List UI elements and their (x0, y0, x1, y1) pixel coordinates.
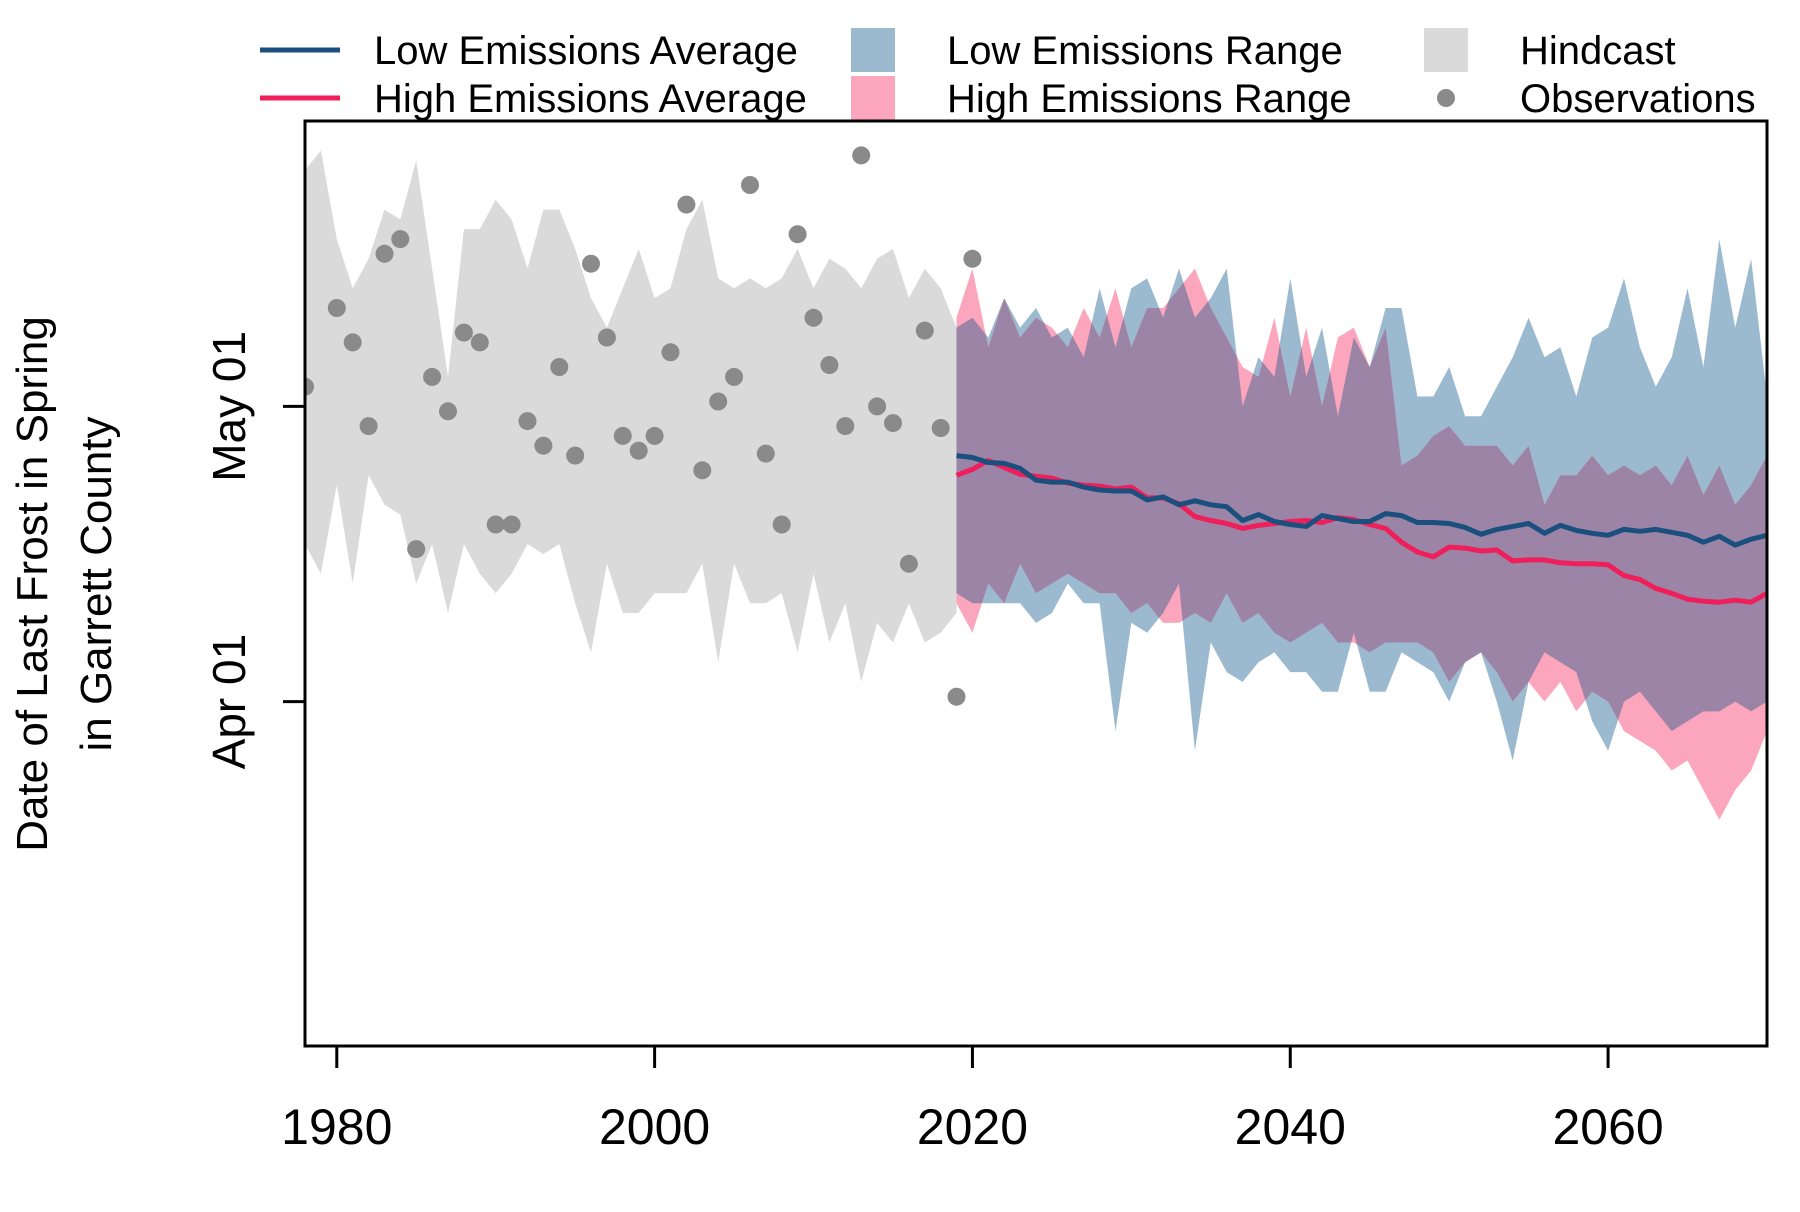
observation-point (629, 441, 648, 460)
legend-label: Hindcast (1520, 29, 1676, 73)
observation-point (709, 392, 728, 411)
observation-point (852, 146, 871, 165)
legend-item: High Emissions Range (851, 76, 1352, 121)
observation-point (884, 414, 902, 433)
observation-point (915, 321, 934, 340)
legend-swatch-box (851, 76, 895, 120)
observation-point (661, 343, 680, 362)
observation-point (693, 461, 712, 480)
observation-point (899, 554, 918, 573)
legend-swatch-point (1437, 89, 1455, 107)
axes: 1980 2000 2020 2040 2060 May 01 Apr 01 (203, 119, 1769, 1155)
observation-point (788, 225, 807, 244)
legend-item: Hindcast (1424, 28, 1676, 73)
observation-point (756, 444, 775, 463)
legend-item: Low Emissions Average (260, 29, 798, 73)
legend-swatch-box (851, 28, 895, 72)
observation-point (566, 446, 585, 465)
x-tick-label: 2060 (1552, 1099, 1663, 1155)
observation-point (391, 230, 410, 249)
observation-point (359, 417, 378, 436)
observation-point (343, 333, 362, 352)
x-tick-label: 2020 (917, 1099, 1028, 1155)
y-axis-label: Date of Last Frost in Spring in Garrett C… (8, 316, 121, 852)
plot-frame (303, 119, 1769, 1048)
legend-label: High Emissions Average (374, 77, 807, 121)
hindcast-range-band (305, 150, 957, 682)
observation-point (454, 323, 473, 342)
observation-point (645, 426, 664, 445)
y-axis-label-line: Date of Last Frost in Spring (8, 316, 57, 852)
legend-item: Low Emissions Range (851, 28, 1343, 73)
plot-content (305, 146, 1767, 820)
legend-label: High Emissions Range (947, 77, 1352, 121)
observation-point (725, 367, 744, 386)
observation-point (931, 419, 950, 437)
observation-point (439, 402, 457, 421)
y-tick-label: May 01 (203, 331, 255, 482)
observation-point (470, 333, 489, 352)
observation-point (582, 254, 600, 273)
observation-point (677, 195, 696, 214)
low-emissions-average-line (956, 453, 1767, 548)
x-tick-label: 2000 (599, 1099, 710, 1155)
observation-point (804, 308, 823, 327)
legend-item: Observations (1437, 77, 1756, 121)
observation-point (502, 515, 521, 534)
observation-point (534, 436, 553, 455)
observation-point (963, 249, 982, 268)
observation-point (741, 176, 759, 194)
legend-item: High Emissions Average (260, 77, 807, 121)
observation-point (836, 417, 855, 436)
legend-swatch-box (1424, 28, 1468, 72)
observation-point (947, 687, 966, 706)
observation-point (407, 540, 426, 559)
observation-point (375, 244, 394, 263)
legend-label: Observations (1520, 77, 1756, 121)
observation-point (486, 515, 505, 534)
observation-point (772, 515, 791, 534)
legend-label: Low Emissions Average (374, 29, 798, 73)
observation-point (868, 397, 887, 416)
observation-point (613, 426, 632, 445)
x-tick-label: 1980 (281, 1099, 392, 1155)
y-axis-label-line: in Garrett County (72, 416, 121, 751)
legend-label: Low Emissions Range (947, 29, 1343, 73)
observation-point (550, 358, 569, 376)
observation-point (820, 356, 839, 374)
observation-point (423, 367, 442, 386)
observation-point (597, 328, 616, 347)
x-tick-label: 2040 (1235, 1099, 1346, 1155)
observation-point (327, 299, 346, 317)
plot-area (305, 146, 1767, 820)
y-tick-label: Apr 01 (203, 634, 255, 770)
observation-point (518, 412, 537, 431)
observation-point (305, 377, 314, 396)
